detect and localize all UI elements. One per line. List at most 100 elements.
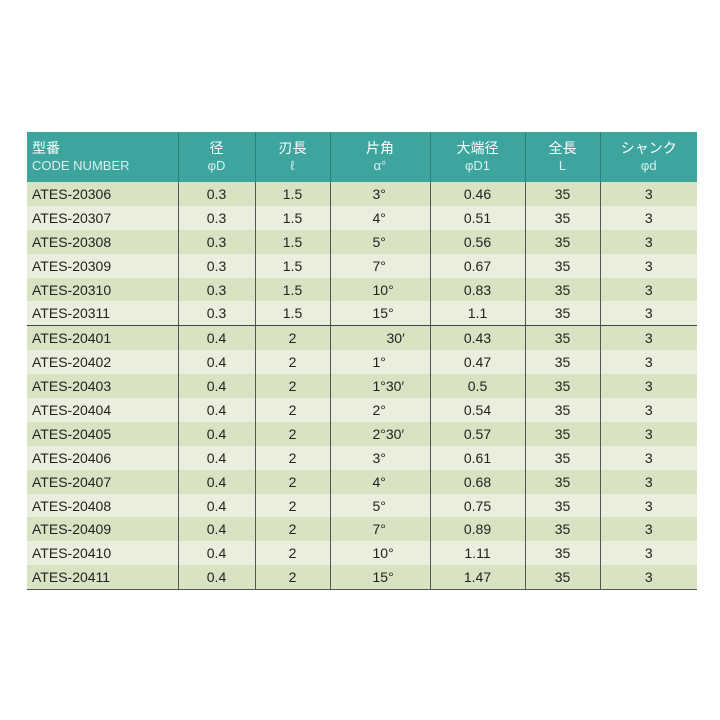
cell-half-angle: 7° — [329, 253, 430, 278]
cell-flute-length: 2 — [254, 325, 330, 351]
header-jp: 型番 — [32, 140, 60, 156]
header-sub: L — [558, 158, 567, 173]
header-overall-length: 全長 L — [524, 132, 600, 182]
cell-half-angle: 1° — [329, 350, 430, 375]
cell-diameter: 0.4 — [177, 493, 255, 518]
cell-diameter: 0.4 — [177, 325, 255, 351]
cell-code-number: ATES-20306 — [27, 182, 178, 206]
header-jp: 全長 — [548, 140, 577, 156]
cell-diameter: 0.3 — [177, 301, 255, 326]
cell-diameter: 0.3 — [177, 205, 255, 230]
cell-flute-length: 1.5 — [254, 182, 330, 206]
cell-large-end-diameter: 0.61 — [429, 445, 525, 470]
cell-large-end-diameter: 0.89 — [429, 517, 525, 542]
table-row: ATES-20311 0.3 1.5 15° 1.1 35 3 — [27, 301, 697, 326]
cell-half-angle: 2°30′ — [329, 421, 430, 446]
header-flute-length: 刃長 ℓ — [254, 132, 330, 182]
cell-code-number: ATES-20307 — [27, 205, 178, 230]
cell-diameter: 0.4 — [177, 541, 255, 566]
cell-diameter: 0.4 — [177, 469, 255, 494]
table-row: ATES-20406 0.4 2 3° 0.61 35 3 — [27, 445, 697, 470]
cell-flute-length: 1.5 — [254, 301, 330, 326]
table-row: ATES-20405 0.4 2 2°30′ 0.57 35 3 — [27, 421, 697, 446]
cell-flute-length: 1.5 — [254, 205, 330, 230]
cell-shank-diameter: 3 — [599, 493, 697, 518]
cell-diameter: 0.4 — [177, 517, 255, 542]
cell-shank-diameter: 3 — [599, 277, 697, 302]
cell-code-number: ATES-20411 — [27, 565, 178, 590]
table-row: ATES-20310 0.3 1.5 10° 0.83 35 3 — [27, 277, 697, 302]
cell-flute-length: 2 — [254, 517, 330, 542]
cell-half-angle: 4° — [329, 205, 430, 230]
cell-large-end-diameter: 1.11 — [429, 541, 525, 566]
cell-half-angle: 3° — [329, 182, 430, 206]
cell-half-angle: 10° — [329, 541, 430, 566]
cell-overall-length: 35 — [524, 205, 600, 230]
cell-flute-length: 2 — [254, 421, 330, 446]
cell-overall-length: 35 — [524, 445, 600, 470]
header-diameter: 径 φD — [177, 132, 255, 182]
cell-shank-diameter: 3 — [599, 565, 697, 590]
cell-large-end-diameter: 0.57 — [429, 421, 525, 446]
cell-shank-diameter: 3 — [599, 229, 697, 254]
cell-shank-diameter: 3 — [599, 445, 697, 470]
cell-half-angle: 30′ — [329, 325, 430, 351]
cell-half-angle: 2° — [329, 398, 430, 422]
cell-large-end-diameter: 0.54 — [429, 398, 525, 422]
header-sub: φD — [207, 158, 226, 173]
cell-shank-diameter: 3 — [599, 469, 697, 494]
table-row: ATES-20402 0.4 2 1° 0.47 35 3 — [27, 350, 697, 375]
cell-diameter: 0.3 — [177, 277, 255, 302]
cell-flute-length: 2 — [254, 374, 330, 399]
cell-large-end-diameter: 0.68 — [429, 469, 525, 494]
cell-half-angle: 1°30′ — [329, 374, 430, 399]
cell-diameter: 0.4 — [177, 350, 255, 375]
cell-code-number: ATES-20311 — [27, 301, 178, 326]
cell-diameter: 0.4 — [177, 374, 255, 399]
table-row: ATES-20411 0.4 2 15° 1.47 35 3 — [27, 565, 697, 590]
header-sub: CODE NUMBER — [32, 158, 130, 173]
cell-code-number: ATES-20410 — [27, 541, 178, 566]
cell-large-end-diameter: 0.51 — [429, 205, 525, 230]
cell-flute-length: 2 — [254, 350, 330, 375]
cell-flute-length: 2 — [254, 469, 330, 494]
cell-shank-diameter: 3 — [599, 253, 697, 278]
table-row: ATES-20401 0.4 2 30′ 0.43 35 3 — [27, 325, 697, 351]
cell-half-angle: 5° — [329, 229, 430, 254]
table-row: ATES-20404 0.4 2 2° 0.54 35 3 — [27, 398, 697, 422]
cell-half-angle: 10° — [329, 277, 430, 302]
header-jp: 大端径 — [456, 140, 499, 156]
cell-code-number: ATES-20309 — [27, 253, 178, 278]
cell-code-number: ATES-20310 — [27, 277, 178, 302]
cell-half-angle: 15° — [329, 565, 430, 590]
cell-flute-length: 1.5 — [254, 277, 330, 302]
cell-overall-length: 35 — [524, 374, 600, 399]
cell-shank-diameter: 3 — [599, 421, 697, 446]
cell-shank-diameter: 3 — [599, 182, 697, 206]
cell-overall-length: 35 — [524, 565, 600, 590]
cell-code-number: ATES-20404 — [27, 398, 178, 422]
header-sub: α° — [373, 158, 387, 173]
cell-large-end-diameter: 0.43 — [429, 325, 525, 351]
cell-flute-length: 2 — [254, 445, 330, 470]
header-sub: φD1 — [464, 158, 491, 173]
cell-flute-length: 2 — [254, 493, 330, 518]
cell-overall-length: 35 — [524, 469, 600, 494]
cell-overall-length: 35 — [524, 253, 600, 278]
cell-diameter: 0.3 — [177, 182, 255, 206]
header-half-angle: 片角 α° — [329, 132, 430, 182]
cell-large-end-diameter: 0.75 — [429, 493, 525, 518]
cell-half-angle: 4° — [329, 469, 430, 494]
cell-half-angle: 7° — [329, 517, 430, 542]
cell-overall-length: 35 — [524, 277, 600, 302]
cell-shank-diameter: 3 — [599, 398, 697, 422]
cell-large-end-diameter: 0.5 — [429, 374, 525, 399]
header-jp: 片角 — [366, 140, 394, 156]
cell-diameter: 0.3 — [177, 253, 255, 278]
cell-overall-length: 35 — [524, 421, 600, 446]
header-jp: 径 — [209, 140, 224, 156]
cell-diameter: 0.4 — [177, 445, 255, 470]
cell-overall-length: 35 — [524, 541, 600, 566]
cell-shank-diameter: 3 — [599, 517, 697, 542]
cell-flute-length: 1.5 — [254, 253, 330, 278]
